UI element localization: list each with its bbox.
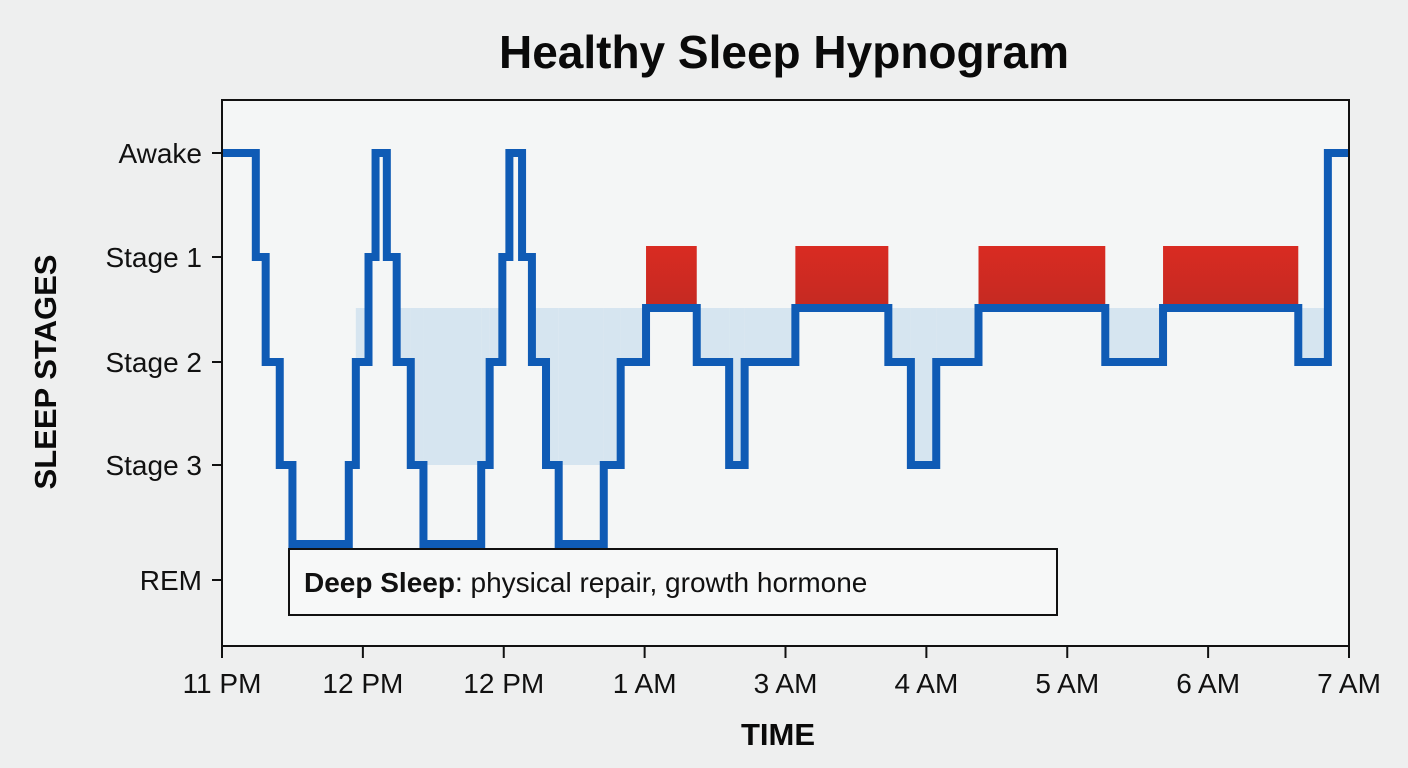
x-tick-label: 1 AM xyxy=(613,668,677,699)
annotation-rest: : physical repair, growth hormone xyxy=(455,567,867,598)
line-layer xyxy=(222,149,1349,548)
x-tick-label: 11 PM xyxy=(183,668,262,699)
y-tick-label: Stage 2 xyxy=(105,347,202,378)
annotation-frame xyxy=(288,548,1058,616)
fill-segment xyxy=(423,308,482,465)
hypnogram-line xyxy=(222,149,1349,548)
chart-title: Healthy Sleep Hypnogram xyxy=(499,26,1069,78)
x-tick-label: 12 PM xyxy=(322,668,403,699)
fill-segment xyxy=(744,308,796,362)
fill-segment xyxy=(696,308,730,362)
fill-segment xyxy=(1298,308,1328,362)
y-tick-label: Awake xyxy=(118,138,202,169)
highlight-block xyxy=(978,246,1106,308)
x-tick-label: 5 AM xyxy=(1035,668,1099,699)
x-tick-label: 3 AM xyxy=(754,668,818,699)
fill-segment xyxy=(603,308,621,465)
highlight-block xyxy=(795,246,889,308)
fill-segment xyxy=(888,308,911,362)
x-tick-label: 4 AM xyxy=(894,668,958,699)
highlight-block xyxy=(646,246,697,308)
fill-segment xyxy=(481,308,490,465)
x-axis-label: TIME xyxy=(741,717,815,752)
x-axis: 11 PM 12 PM 12 PM 1 AM 3 AM 4 AM 5 AM 6 AM 7 AM xyxy=(183,646,1381,699)
annotation-bold: Deep Sleep xyxy=(304,567,455,598)
fill-segment xyxy=(1105,308,1164,362)
highlight-block xyxy=(1163,246,1299,308)
fill-segment xyxy=(558,308,604,465)
x-tick-label: 7 AM xyxy=(1317,668,1381,699)
highlight-blocks xyxy=(646,246,1299,308)
x-tick-label: 12 PM xyxy=(463,668,544,699)
y-tick-label: REM xyxy=(140,565,202,596)
x-tick-label: 6 AM xyxy=(1176,668,1240,699)
fill-segment xyxy=(620,308,647,362)
annotation-text: Deep Sleep: physical repair, growth horm… xyxy=(304,567,867,598)
y-axis-label: SLEEP STAGES xyxy=(28,255,63,490)
fill-segment xyxy=(936,308,979,362)
y-tick-label: Stage 1 xyxy=(105,242,202,273)
y-tick-label: Stage 3 xyxy=(105,450,202,481)
annotation-box: Deep Sleep: physical repair, growth horm… xyxy=(288,548,1058,616)
y-axis: Awake Stage 1 Stage 2 Stage 3 REM xyxy=(105,138,222,596)
fill-segment xyxy=(910,308,937,465)
